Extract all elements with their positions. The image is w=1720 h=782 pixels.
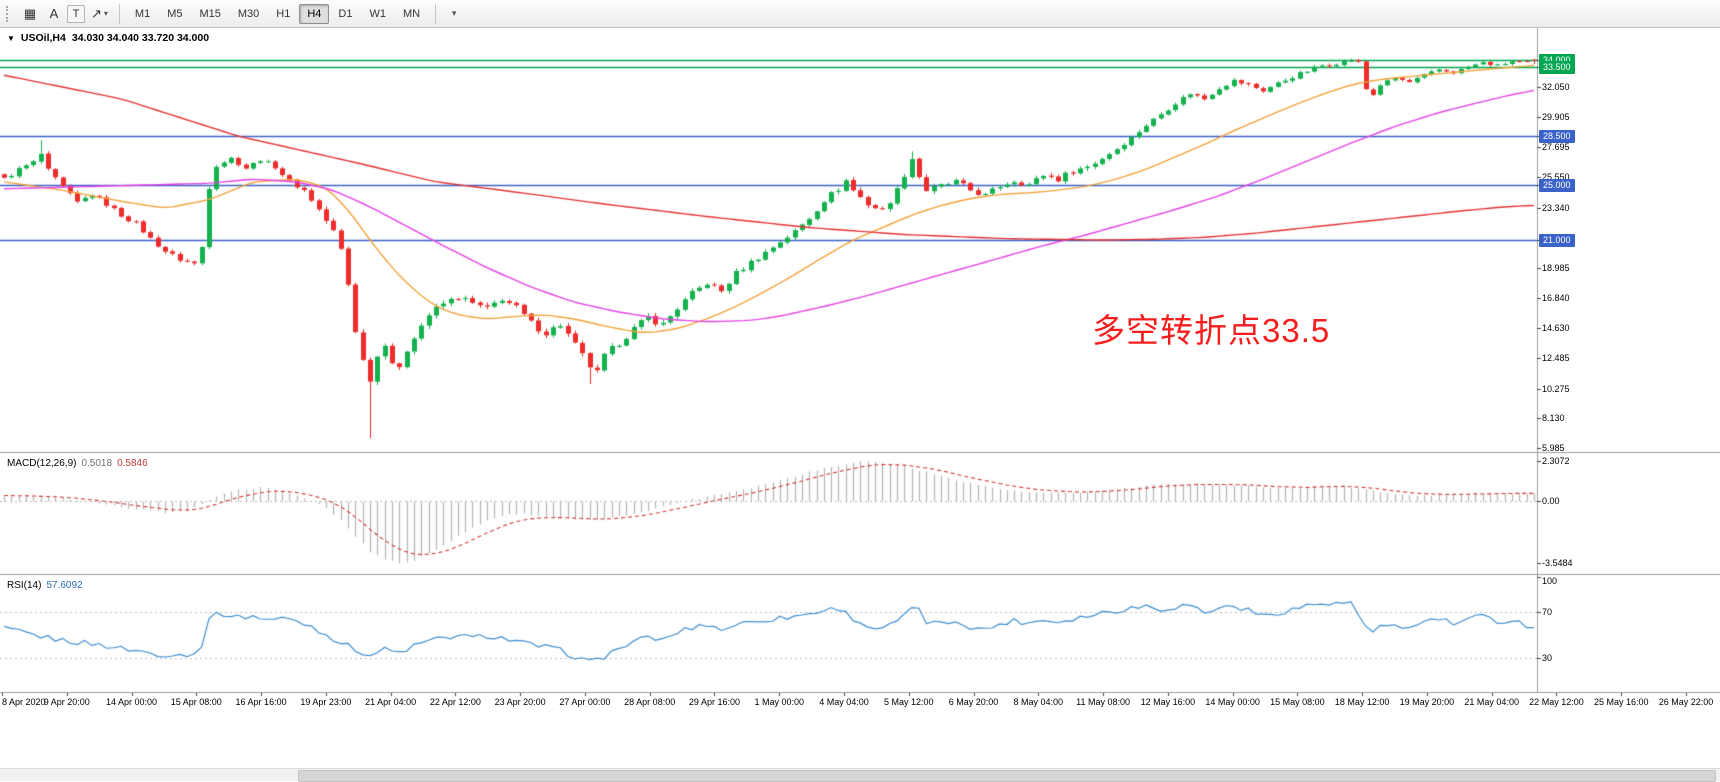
toolbar-grip[interactable] [6, 5, 12, 22]
timeframe-m30[interactable]: M30 [230, 4, 267, 24]
macd-indicator-label: MACD(12,26,9) 0.5018 0.5846 [7, 458, 148, 469]
label-tool-button[interactable]: T [67, 4, 85, 23]
chart-mode-icon[interactable]: ▦ [19, 3, 41, 25]
chevron-down-icon: ▾ [103, 9, 108, 18]
arrow-tool-button[interactable]: ↗ ▾ [87, 3, 112, 25]
text-tool-button[interactable]: A [43, 3, 65, 25]
toolbar-separator [118, 3, 120, 24]
horizontal-scrollbar[interactable] [0, 768, 1720, 782]
timeframe-mn[interactable]: MN [395, 4, 428, 24]
chart-collapse-icon[interactable]: ▼ [7, 34, 15, 43]
arrow-tool-icon: ↗ [91, 5, 102, 21]
rsi-indicator-label: RSI(14) 57.6092 [7, 580, 83, 591]
chart-ohlc: 34.030 34.040 33.720 34.000 [71, 32, 210, 44]
chart-title: ▼ USOil,H4 34.030 34.040 33.720 34.000 [7, 32, 209, 44]
toolbar: ▦ A T ↗ ▾ M1 M5 M15 M30 H1 H4 D1 W1 MN ▾ [0, 0, 1720, 28]
toolbar-separator [435, 3, 437, 24]
macd-signal-value: 0.5846 [117, 458, 148, 469]
timeframe-w1[interactable]: W1 [361, 4, 394, 24]
timeframe-m15[interactable]: M15 [191, 4, 228, 24]
macd-main-value: 0.5018 [81, 458, 113, 469]
chart-symbol-period: USOil,H4 [20, 32, 66, 44]
timeframe-h4[interactable]: H4 [299, 3, 330, 24]
rsi-name: RSI(14) [7, 580, 42, 591]
annotation-text[interactable]: 多空转折点33.5 [1092, 312, 1331, 349]
rsi-value: 57.6092 [46, 580, 83, 591]
toolbar-overflow-caret[interactable]: ▾ [443, 3, 465, 25]
timeframe-h1[interactable]: H1 [268, 4, 298, 24]
timeframe-toolbar: M1 M5 M15 M30 H1 H4 D1 W1 MN [127, 3, 428, 24]
timeframe-m5[interactable]: M5 [159, 4, 190, 24]
timeframe-d1[interactable]: D1 [330, 4, 360, 24]
timeframe-m1[interactable]: M1 [127, 4, 158, 24]
macd-name: MACD(12,26,9) [7, 458, 77, 469]
scrollbar-thumb[interactable] [298, 770, 1716, 782]
